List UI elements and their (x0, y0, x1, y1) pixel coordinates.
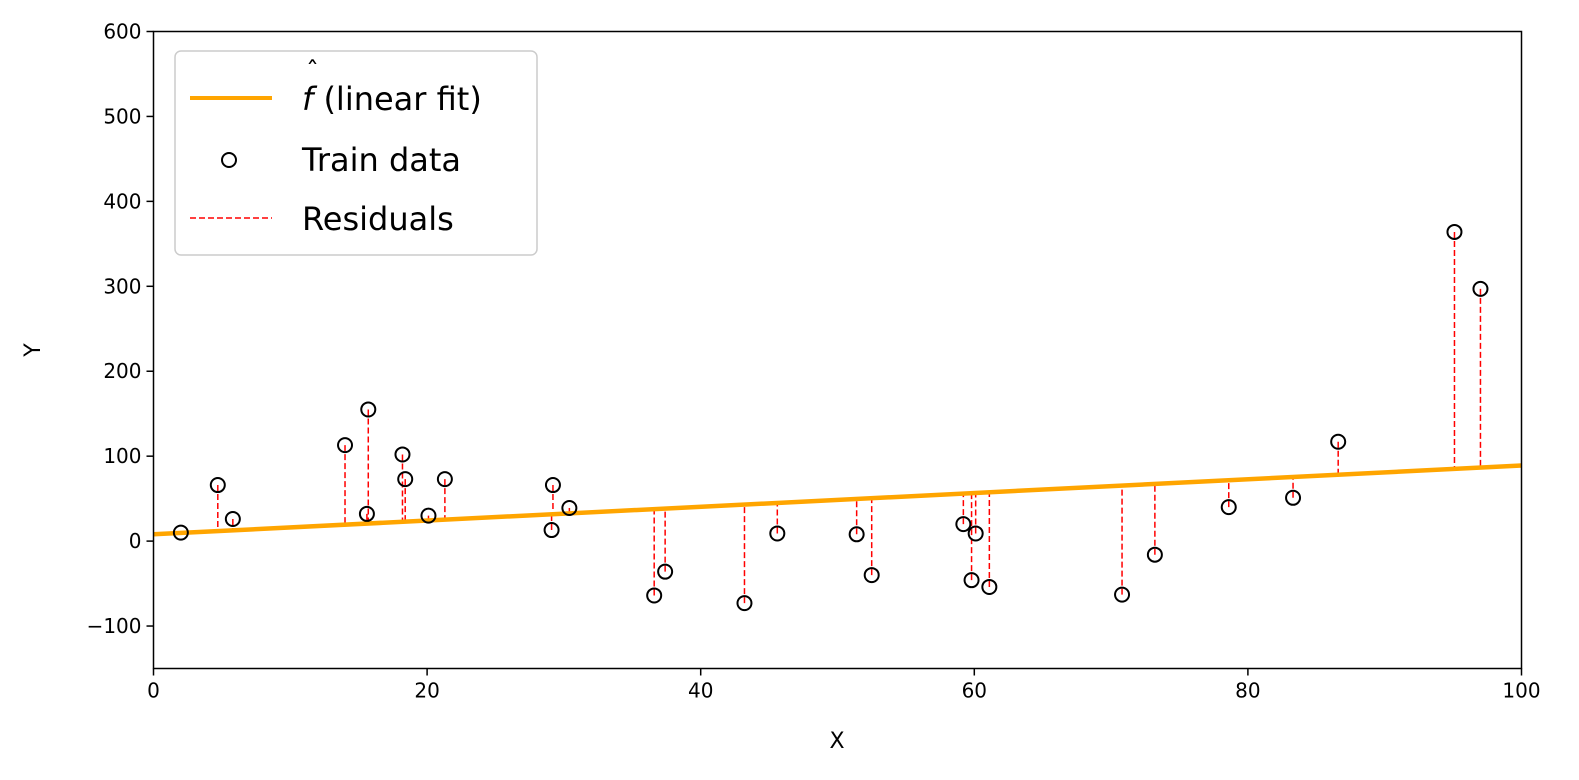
train-data-point (736, 595, 753, 612)
train-data-point (358, 505, 375, 522)
y-tick-label: 400 (103, 189, 141, 213)
legend-fit-hat-accent: ˆ (306, 57, 319, 87)
plot-frame (152, 30, 1523, 670)
legend-train-swatch (221, 152, 237, 168)
train-data-point (544, 477, 561, 494)
train-data-point (1114, 586, 1131, 603)
plot-layer (153, 223, 1522, 612)
legend-residuals-label: Residuals (302, 200, 454, 238)
train-data-point (543, 522, 560, 539)
train-data-point (646, 587, 663, 604)
train-data-point (172, 524, 189, 541)
x-tick-label: 20 (414, 679, 439, 703)
legend-fit-text: (linear fit) (313, 80, 482, 118)
train-data-point (967, 525, 984, 542)
x-axis-label: X (829, 729, 844, 754)
x-tick-label: 40 (688, 679, 713, 703)
train-data-point (981, 578, 998, 595)
train-data-point (955, 516, 972, 533)
x-tick-label: 60 (962, 679, 987, 703)
train-data-point (963, 572, 980, 589)
train-data-point (863, 567, 880, 584)
train-data-point (1285, 489, 1302, 506)
train-data-point (1472, 280, 1489, 297)
y-tick-label: 600 (103, 20, 141, 44)
y-tick-label: 100 (103, 444, 141, 468)
train-data-point (337, 437, 354, 454)
legend-train-label: Train data (301, 141, 461, 179)
x-tick-label: 0 (147, 679, 160, 703)
legend: f (linear fit) ˆ Train data Residuals (174, 50, 538, 256)
train-data-point (848, 526, 865, 543)
train-data-point (1220, 499, 1237, 516)
x-tick-label: 80 (1235, 679, 1260, 703)
train-data-point (420, 507, 437, 524)
train-data-point (769, 525, 786, 542)
linear-fit-line (153, 463, 1522, 537)
train-data-point (1446, 223, 1463, 240)
train-data-point (360, 401, 377, 418)
train-data-point (397, 471, 414, 488)
train-data-point (1330, 433, 1347, 450)
y-tick-label: −100 (87, 614, 142, 638)
train-data-point (657, 563, 674, 580)
train-data-point (209, 477, 226, 494)
train-data-point (1146, 546, 1163, 563)
train-data-point (224, 511, 241, 528)
train-data-point (561, 499, 578, 516)
legend-box (174, 50, 538, 256)
y-tick-label: 300 (103, 274, 141, 298)
y-tick-label: 500 (103, 104, 141, 128)
y-tick-label: 200 (103, 359, 141, 383)
legend-fit-label: f (linear fit) (302, 80, 482, 118)
x-tick-label: 100 (1502, 679, 1540, 703)
train-data-point (436, 471, 453, 488)
y-axis-label: Y (21, 343, 46, 358)
train-data-point (394, 446, 411, 463)
ticks-layer: 0 20 40 60 80 100 −100 0 100 200 300 400 500 600 (87, 20, 1541, 703)
y-tick-label: 0 (129, 529, 142, 553)
